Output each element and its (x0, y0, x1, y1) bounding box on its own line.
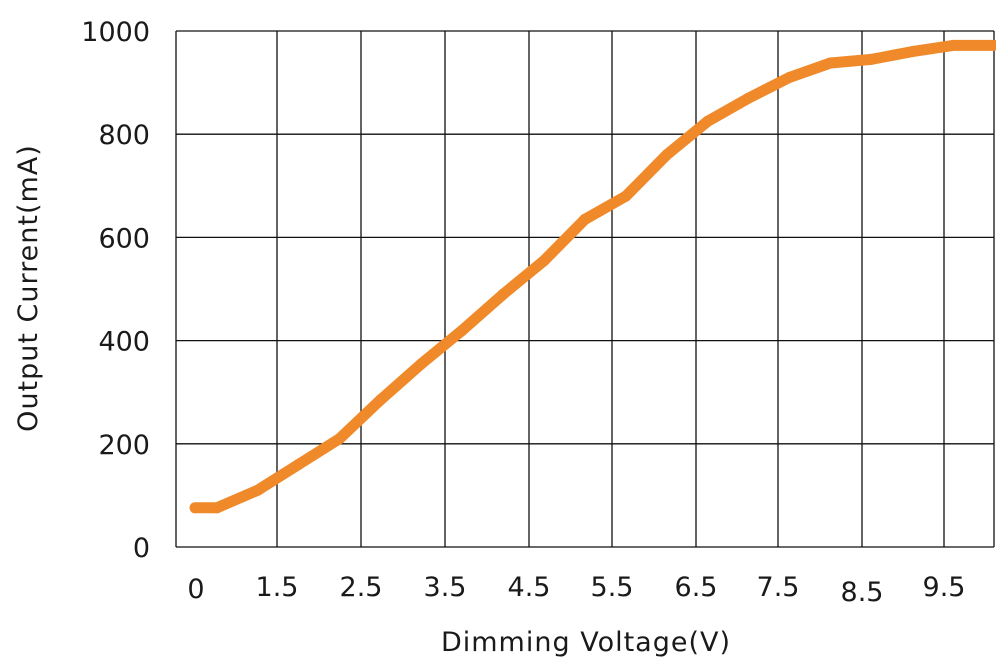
data-point (620, 190, 632, 202)
data-point (702, 115, 714, 127)
data-point (784, 71, 795, 83)
x-tick-label: 1.5 (256, 572, 299, 603)
x-tick-label: 3.5 (424, 572, 467, 603)
data-point (906, 46, 918, 58)
y-tick-label: 800 (98, 120, 150, 151)
x-tick-label: 5.5 (591, 572, 634, 603)
y-tick-label: 1000 (81, 17, 150, 48)
y-tick-label: 200 (98, 430, 150, 461)
x-tick-label: 6.5 (675, 572, 718, 603)
x-tick-label: 8.5 (841, 577, 884, 608)
data-point (211, 502, 223, 514)
data-point (824, 57, 836, 69)
x-axis-title: Dimming Voltage(V) (441, 627, 731, 658)
y-tick-labels: 0 200 400 600 800 1000 (81, 17, 150, 564)
data-point (865, 53, 877, 65)
data-point (189, 502, 201, 514)
x-tick-label: 4.5 (508, 572, 551, 603)
y-tick-label: 600 (98, 223, 150, 254)
data-point (988, 39, 996, 51)
data-point (334, 433, 346, 445)
data-point (375, 394, 386, 406)
x-tick-label: 2.5 (340, 572, 383, 603)
data-point (456, 324, 468, 336)
data-point (743, 92, 755, 104)
data-point (497, 288, 509, 300)
x-tick-label: 0 (187, 574, 204, 605)
data-point (415, 358, 427, 370)
y-tick-label: 400 (98, 327, 150, 358)
data-point (579, 213, 591, 225)
series-layer (189, 39, 996, 514)
data-point (538, 255, 550, 267)
x-tick-label: 7.5 (757, 572, 800, 603)
y-axis-title: Output Current(mA) (13, 144, 44, 432)
x-tick-label: 9.5 (923, 572, 966, 603)
data-point (661, 149, 673, 161)
x-tick-labels: 0 1.5 2.5 3.5 4.5 5.5 6.5 7.5 8.5 9.5 (187, 572, 965, 608)
y-tick-label: 0 (133, 533, 150, 564)
data-point (252, 484, 264, 496)
series-line-0 (195, 39, 994, 514)
grid-layer (175, 30, 995, 548)
data-point (947, 39, 959, 51)
data-point (293, 458, 305, 470)
